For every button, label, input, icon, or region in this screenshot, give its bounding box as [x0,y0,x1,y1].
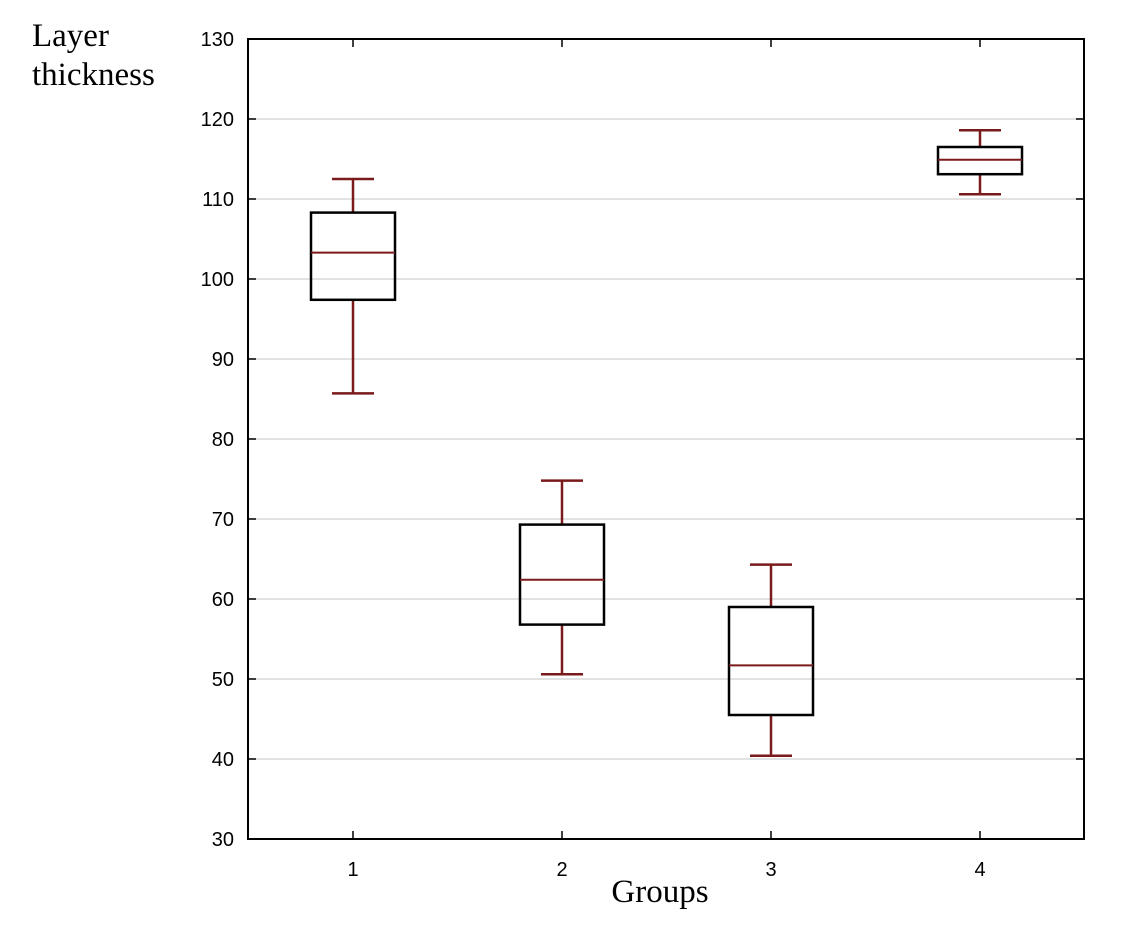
iqr-box [309,211,397,302]
x-tick-label: 2 [556,859,567,881]
y-tick-label: 120 [201,109,234,131]
y-tick-label: 100 [201,269,234,291]
x-tick-label: 3 [765,859,776,881]
y-tick-label: 130 [201,29,234,51]
box-series [309,128,1024,758]
box-group-3 [727,563,815,758]
y-tick-label: 90 [212,349,234,371]
y-axis-label-line-1: Layer [32,18,109,54]
y-tick-label: 80 [212,429,234,451]
x-axis-label: Groups [611,874,708,910]
x-tick-label: 1 [347,859,358,881]
box-group-4 [936,128,1024,196]
grid-lines [248,118,1084,760]
iqr-box [518,523,606,626]
y-axis: 30 40 50 60 70 80 90 100 110 120 130 [201,29,1084,851]
y-axis-label-line-2: thickness [32,57,155,93]
x-axis: 1 2 3 4 [347,39,986,881]
y-tick-label: 60 [212,589,234,611]
box-group-1 [309,177,397,395]
y-tick-label: 110 [202,189,234,211]
y-tick-label: 40 [212,749,234,771]
y-tick-label: 70 [212,509,234,531]
y-tick-label: 50 [212,669,234,691]
iqr-box [727,605,815,717]
y-tick-label: 30 [212,829,234,851]
box-group-2 [518,479,606,676]
x-tick-label: 4 [974,859,985,881]
